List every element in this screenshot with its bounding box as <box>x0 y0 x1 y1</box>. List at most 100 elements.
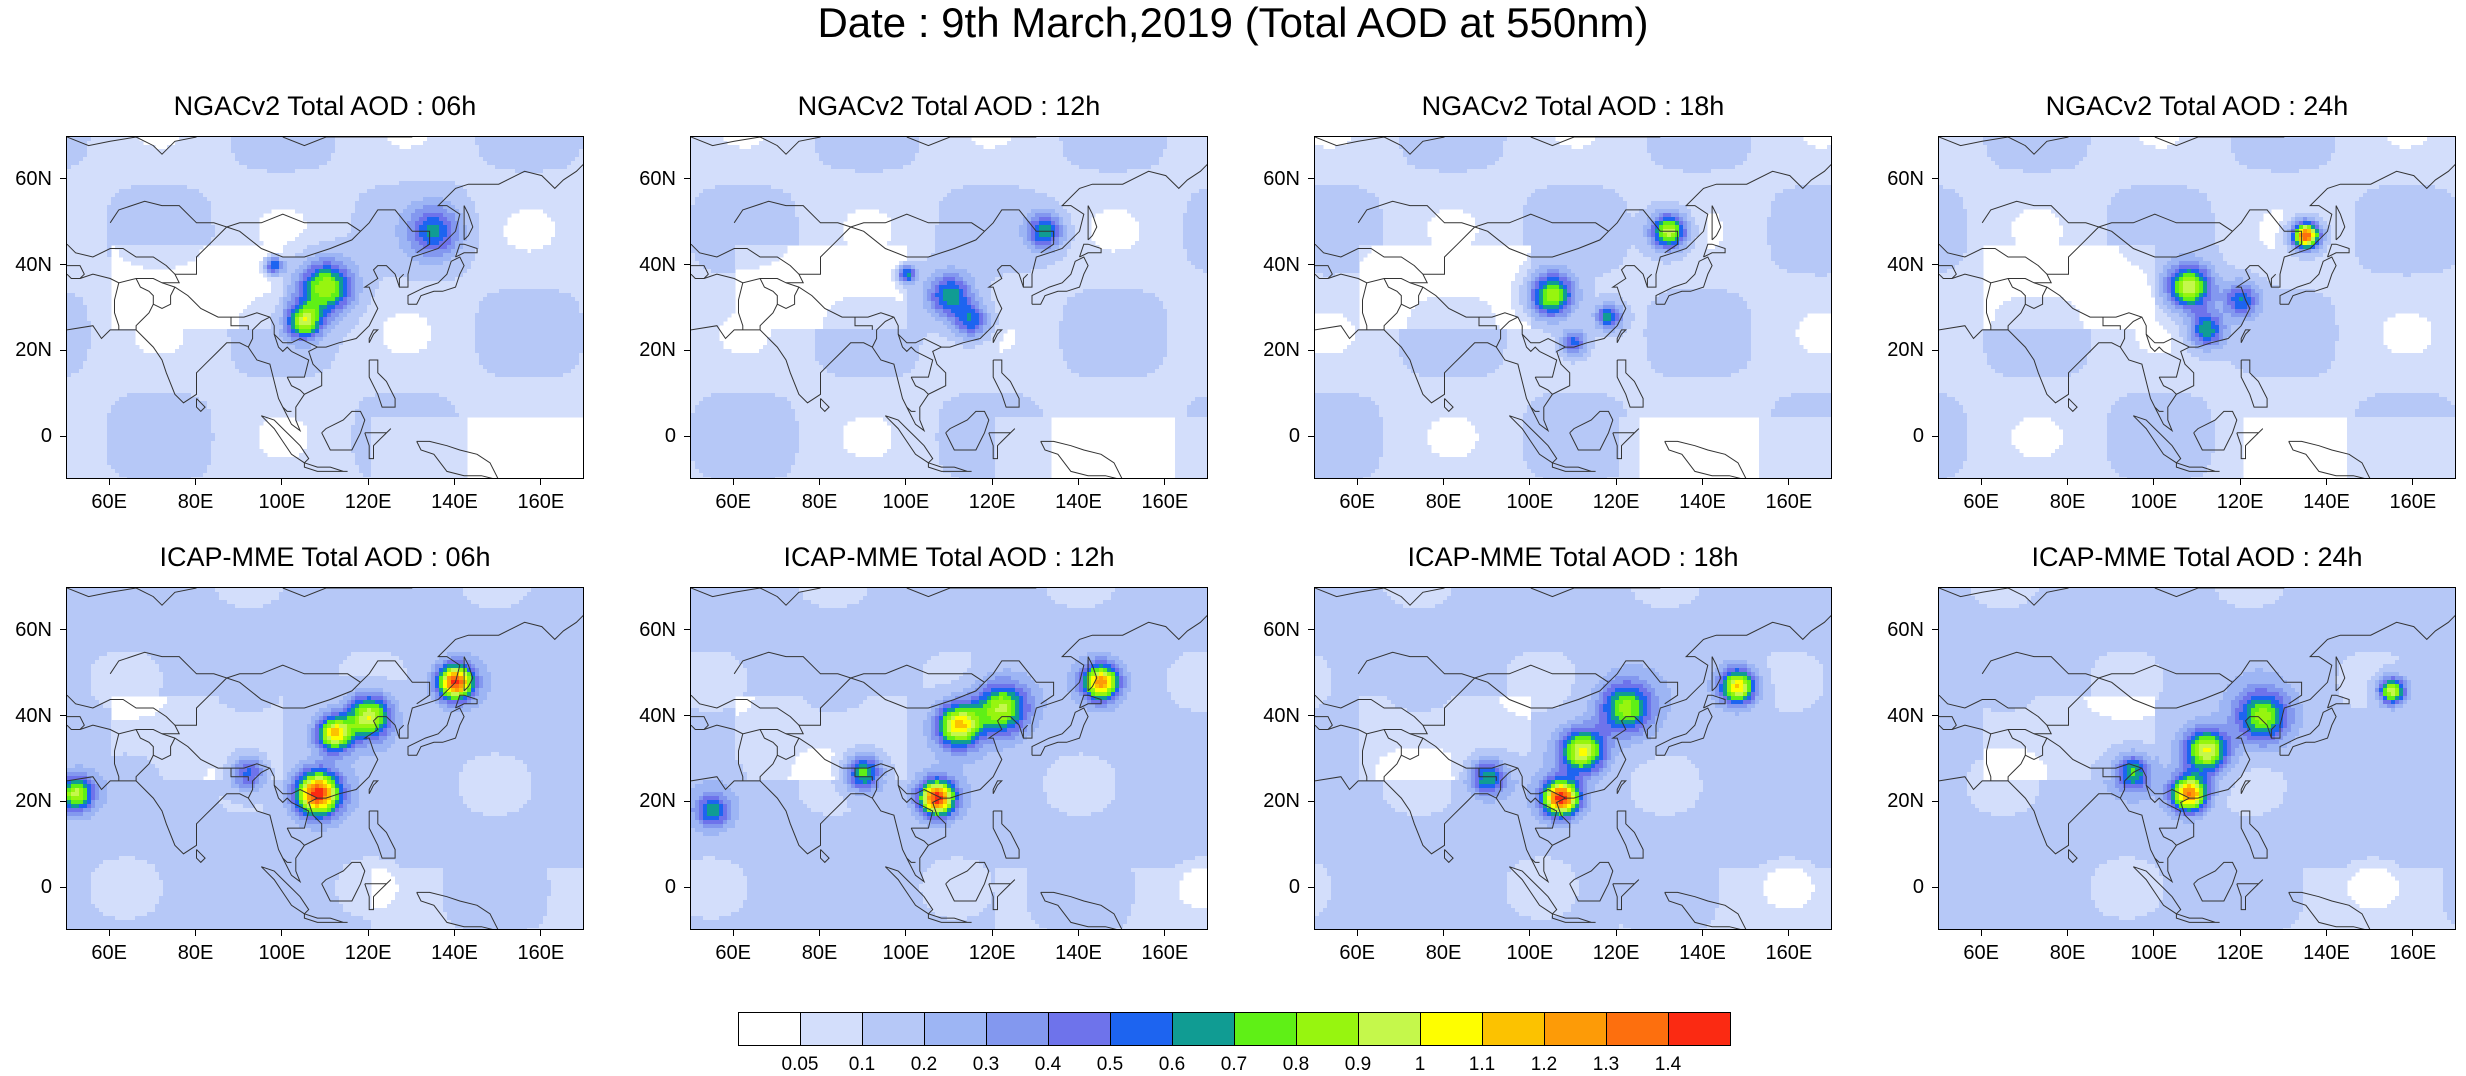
lon-tick-label: 80E <box>2038 942 2098 964</box>
lat-tick-mark <box>60 801 66 802</box>
lon-tick-label: 120E <box>2210 942 2270 964</box>
lat-tick-label: 20N <box>0 339 52 361</box>
lon-tick-mark <box>1357 479 1358 485</box>
lon-tick-mark <box>992 479 993 485</box>
aod-field <box>67 137 584 479</box>
lat-tick-label: 20N <box>620 790 676 812</box>
lat-tick-label: 0 <box>620 876 676 898</box>
colorbar-swatch <box>1172 1012 1235 1046</box>
lon-tick-label: 140E <box>2297 942 2357 964</box>
lat-tick-mark <box>1308 178 1314 179</box>
lat-tick-mark <box>684 178 690 179</box>
lon-tick-mark <box>1616 479 1617 485</box>
panel-title: ICAP-MME Total AOD : 12h <box>670 542 1228 572</box>
figure-title: Date : 9th March,2019 (Total AOD at 550n… <box>0 0 2466 46</box>
colorbar-label: 1 <box>1390 1054 1450 1076</box>
aod-field <box>691 588 1208 930</box>
lat-tick-mark <box>1932 715 1938 716</box>
lon-tick-mark <box>2412 479 2413 485</box>
lon-tick-label: 80E <box>790 942 850 964</box>
lat-tick-label: 20N <box>1244 339 1300 361</box>
lon-tick-mark <box>540 930 541 936</box>
lat-tick-mark <box>60 264 66 265</box>
colorbar-label: 0.9 <box>1328 1054 1388 1076</box>
lat-tick-mark <box>1308 629 1314 630</box>
lat-tick-mark <box>1932 178 1938 179</box>
lon-tick-label: 140E <box>425 942 485 964</box>
colorbar-label: 0.2 <box>894 1054 954 1076</box>
colorbar-swatch <box>1606 1012 1669 1046</box>
lat-tick-mark <box>1308 801 1314 802</box>
lon-tick-label: 80E <box>2038 491 2098 513</box>
aod-map <box>690 136 1208 479</box>
lon-tick-label: 120E <box>1586 491 1646 513</box>
panel-title: NGACv2 Total AOD : 18h <box>1294 91 1852 121</box>
lon-tick-label: 60E <box>1327 942 1387 964</box>
lon-tick-label: 80E <box>166 491 226 513</box>
panel-title: NGACv2 Total AOD : 24h <box>1918 91 2466 121</box>
lon-tick-label: 100E <box>1500 942 1560 964</box>
colorbar-label: 1.4 <box>1638 1054 1698 1076</box>
panel-title: ICAP-MME Total AOD : 06h <box>46 542 604 572</box>
lon-tick-label: 60E <box>703 491 763 513</box>
aod-map <box>66 136 584 479</box>
lon-tick-mark <box>1702 479 1703 485</box>
lat-tick-label: 20N <box>1868 339 1924 361</box>
lon-tick-mark <box>454 479 455 485</box>
lon-tick-label: 80E <box>790 491 850 513</box>
lat-tick-label: 60N <box>620 619 676 641</box>
lat-tick-label: 60N <box>0 619 52 641</box>
lat-tick-mark <box>1932 264 1938 265</box>
colorbar-swatch <box>1296 1012 1359 1046</box>
lat-tick-mark <box>60 436 66 437</box>
lat-tick-mark <box>684 715 690 716</box>
lon-tick-mark <box>281 479 282 485</box>
lon-tick-mark <box>195 479 196 485</box>
panel-title: NGACv2 Total AOD : 12h <box>670 91 1228 121</box>
lon-tick-mark <box>1616 930 1617 936</box>
colorbar-swatch <box>1110 1012 1173 1046</box>
aod-field <box>691 137 1208 479</box>
lon-tick-label: 160E <box>1135 942 1195 964</box>
lon-tick-label: 80E <box>166 942 226 964</box>
lon-tick-mark <box>2153 479 2154 485</box>
aod-map <box>66 587 584 930</box>
lon-tick-label: 60E <box>1327 491 1387 513</box>
lat-tick-mark <box>60 178 66 179</box>
lon-tick-mark <box>905 479 906 485</box>
lat-tick-mark <box>1932 629 1938 630</box>
lat-tick-mark <box>60 715 66 716</box>
lat-tick-mark <box>684 436 690 437</box>
lat-tick-mark <box>1932 801 1938 802</box>
colorbar-label: 0.1 <box>832 1054 892 1076</box>
lat-tick-mark <box>1932 350 1938 351</box>
colorbar-label: 0.5 <box>1080 1054 1140 1076</box>
lat-tick-mark <box>60 629 66 630</box>
colorbar-label: 0.8 <box>1266 1054 1326 1076</box>
lat-tick-mark <box>1308 887 1314 888</box>
lat-tick-label: 60N <box>0 168 52 190</box>
lat-tick-label: 0 <box>1244 876 1300 898</box>
lat-tick-label: 60N <box>1244 619 1300 641</box>
lat-tick-label: 20N <box>0 790 52 812</box>
lon-tick-mark <box>1078 479 1079 485</box>
lon-tick-mark <box>2067 479 2068 485</box>
lat-tick-label: 0 <box>0 876 52 898</box>
colorbar-swatch <box>1420 1012 1483 1046</box>
lon-tick-mark <box>1788 930 1789 936</box>
aod-field <box>1315 137 1832 479</box>
lon-tick-label: 80E <box>1414 491 1474 513</box>
lon-tick-label: 160E <box>1759 491 1819 513</box>
colorbar-swatch <box>986 1012 1049 1046</box>
colorbar-swatch <box>1048 1012 1111 1046</box>
lon-tick-label: 140E <box>1049 491 1109 513</box>
colorbar-swatch <box>1358 1012 1421 1046</box>
lat-tick-label: 60N <box>1868 619 1924 641</box>
lon-tick-mark <box>454 930 455 936</box>
colorbar-swatch <box>862 1012 925 1046</box>
lon-tick-mark <box>1357 930 1358 936</box>
lat-tick-label: 60N <box>620 168 676 190</box>
colorbar-label: 1.1 <box>1452 1054 1512 1076</box>
colorbar-label: 1.2 <box>1514 1054 1574 1076</box>
lat-tick-label: 0 <box>1868 876 1924 898</box>
